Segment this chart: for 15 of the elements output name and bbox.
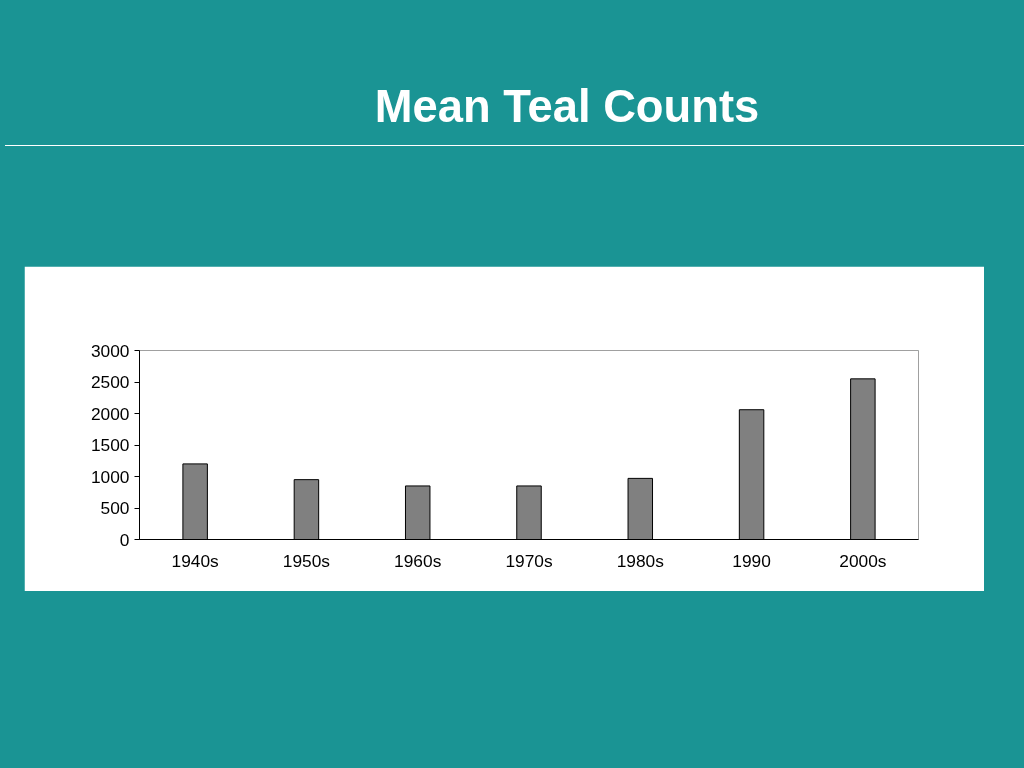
- x-tick-label: 1940s: [171, 550, 220, 571]
- chart-title: Mean Teal Counts: [374, 80, 760, 134]
- x-tick-label: 2000s: [839, 550, 887, 571]
- y-tick-label: 1000: [90, 466, 130, 487]
- x-tick-label: 1990: [732, 550, 771, 571]
- y-tick-label: 1500: [90, 435, 130, 455]
- x-tick-label: 1980s: [616, 550, 665, 571]
- x-tick-label: 1960s: [394, 550, 442, 571]
- x-tick-label: 1970s: [505, 550, 553, 571]
- y-tick-label: 3000: [90, 340, 130, 361]
- x-tick-label: 1950s: [282, 550, 331, 571]
- y-tick-label: 0: [119, 529, 130, 550]
- y-tick-label: 500: [100, 498, 130, 518]
- y-tick-label: 2500: [90, 372, 130, 392]
- y-tick-label: 2000: [90, 403, 130, 424]
